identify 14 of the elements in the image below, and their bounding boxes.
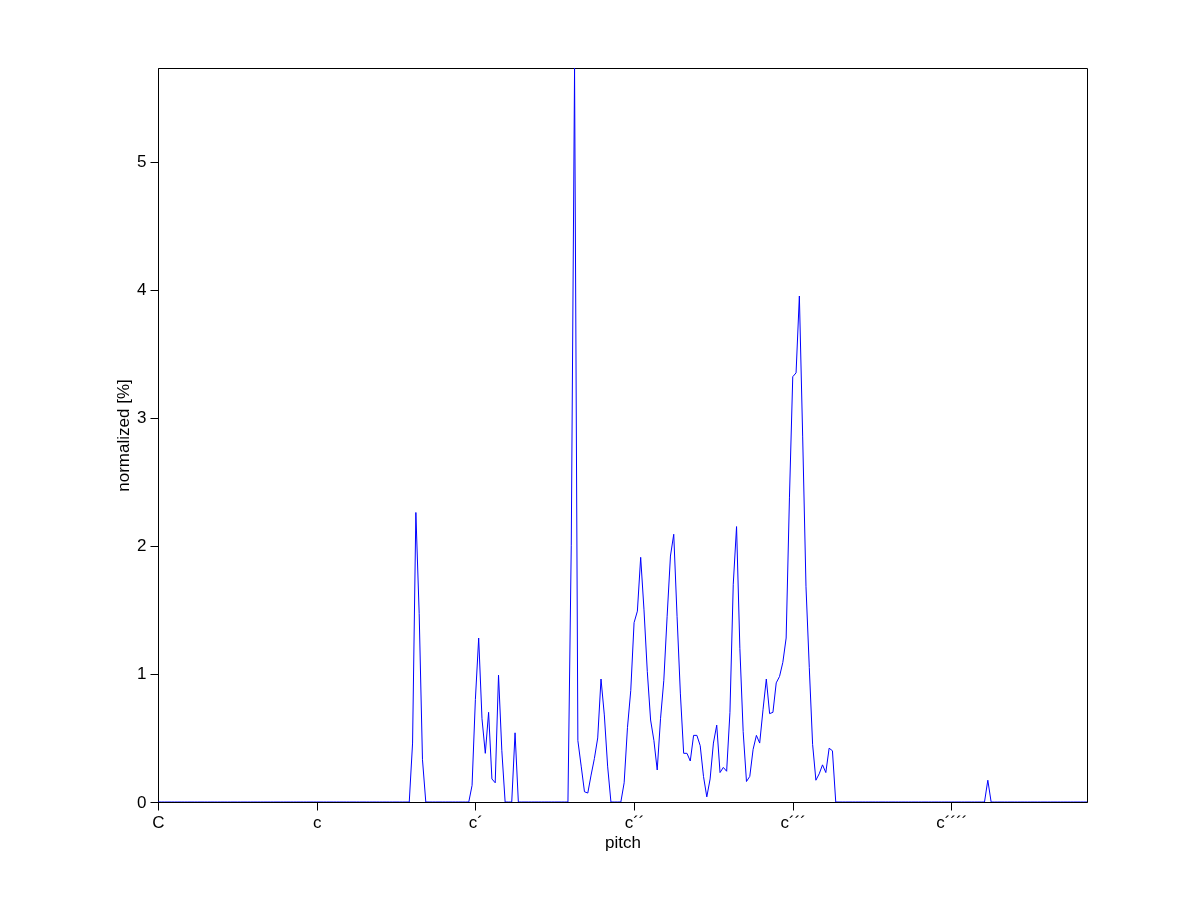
y-tick-label: 1: [137, 664, 147, 684]
x-tick-label: c´: [468, 812, 483, 832]
x-tick-label: c´´´´: [936, 812, 968, 832]
y-tick-label: 0: [137, 792, 147, 812]
x-tick-label: c´´´: [780, 812, 806, 832]
y-tick-label: 2: [137, 536, 147, 556]
x-tick-label: C: [152, 812, 165, 832]
y-tick-label: 4: [137, 280, 147, 300]
y-tick-label: 5: [137, 152, 147, 172]
x-tick-label: c: [312, 812, 322, 832]
y-tick-label: 3: [137, 408, 147, 428]
x-axis-title: pitch: [605, 832, 641, 852]
x-tick-label: c´´: [624, 812, 645, 832]
y-axis-title: normalized [%]: [114, 379, 134, 492]
